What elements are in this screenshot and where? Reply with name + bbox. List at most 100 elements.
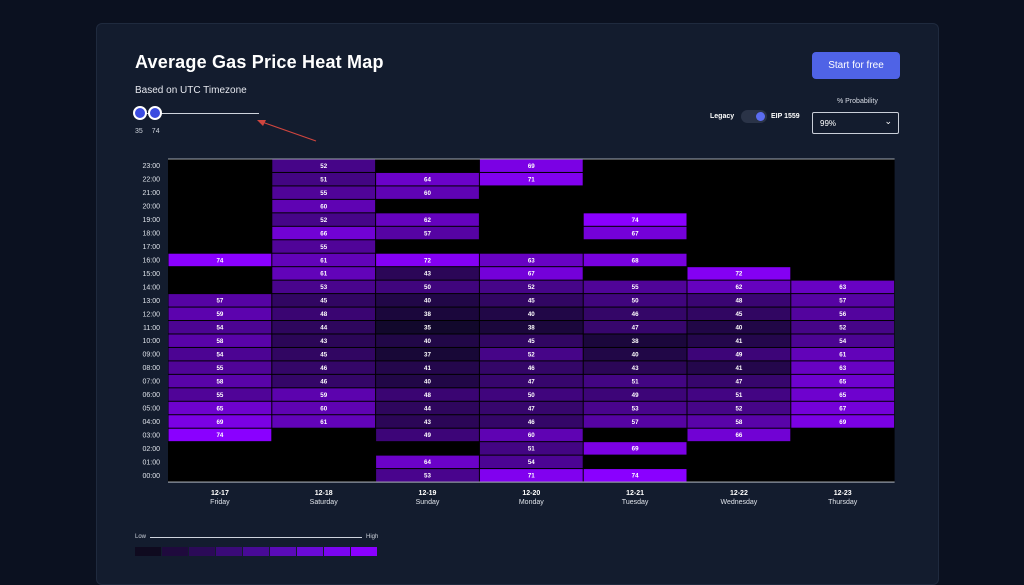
heatmap-cell[interactable] <box>479 361 583 374</box>
heatmap-cell[interactable] <box>168 294 272 307</box>
heatmap-cell[interactable] <box>168 307 272 321</box>
heatmap-cell[interactable] <box>376 280 479 294</box>
heatmap-cell[interactable] <box>479 469 583 482</box>
heatmap-cell[interactable] <box>376 455 479 469</box>
heatmap-cell[interactable] <box>479 159 583 172</box>
heatmap-cell[interactable] <box>272 213 376 226</box>
heatmap-cell[interactable] <box>583 469 687 482</box>
heatmap-cell[interactable] <box>376 334 479 347</box>
heatmap-cell[interactable] <box>272 361 376 374</box>
heatmap-cell[interactable] <box>168 334 272 347</box>
heatmap-cell[interactable] <box>272 347 376 361</box>
heatmap-cell[interactable] <box>479 401 583 415</box>
heatmap-cell[interactable] <box>272 374 376 388</box>
probability-select[interactable]: 99% ⌄ <box>812 112 899 134</box>
heatmap-cell[interactable] <box>168 388 272 401</box>
heatmap-cell[interactable] <box>583 253 687 267</box>
heatmap-cell[interactable] <box>272 321 376 334</box>
heatmap-cell[interactable] <box>687 361 791 374</box>
heatmap-cell[interactable] <box>583 226 687 240</box>
heatmap-cell[interactable] <box>791 415 895 428</box>
heatmap-cell[interactable] <box>376 172 479 186</box>
heatmap-cell[interactable] <box>168 253 272 267</box>
heatmap-cell[interactable] <box>583 388 687 401</box>
heatmap-cell[interactable] <box>272 172 376 186</box>
heatmap-cell[interactable] <box>376 294 479 307</box>
heatmap-cell[interactable] <box>583 361 687 374</box>
heatmap-cell[interactable] <box>687 401 791 415</box>
heatmap-cell[interactable] <box>687 280 791 294</box>
heatmap-cell[interactable] <box>479 321 583 334</box>
heatmap-cell[interactable] <box>791 388 895 401</box>
heatmap-cell[interactable] <box>479 442 583 455</box>
heatmap-cell[interactable] <box>376 428 479 442</box>
heatmap-cell[interactable] <box>272 415 376 428</box>
heatmap-cell[interactable] <box>583 334 687 347</box>
heatmap-cell[interactable] <box>376 226 479 240</box>
heatmap-cell[interactable] <box>479 415 583 428</box>
heatmap-cell[interactable] <box>687 294 791 307</box>
heatmap-cell[interactable] <box>583 294 687 307</box>
heatmap-cell[interactable] <box>479 294 583 307</box>
heatmap-cell[interactable] <box>376 388 479 401</box>
heatmap-cell[interactable] <box>479 172 583 186</box>
heatmap-cell[interactable] <box>583 415 687 428</box>
heatmap-cell[interactable] <box>791 374 895 388</box>
heatmap-cell[interactable] <box>272 388 376 401</box>
heatmap-cell[interactable] <box>479 253 583 267</box>
slider-max-handle[interactable] <box>148 106 162 120</box>
heatmap-cell[interactable] <box>791 401 895 415</box>
heatmap-cell[interactable] <box>583 307 687 321</box>
heatmap-cell[interactable] <box>687 415 791 428</box>
heatmap-cell[interactable] <box>687 388 791 401</box>
heatmap-cell[interactable] <box>376 253 479 267</box>
heatmap-cell[interactable] <box>272 401 376 415</box>
heatmap-cell[interactable] <box>687 307 791 321</box>
heatmap-cell[interactable] <box>168 321 272 334</box>
heatmap-cell[interactable] <box>479 280 583 294</box>
heatmap-cell[interactable] <box>168 428 272 442</box>
heatmap-cell[interactable] <box>583 213 687 226</box>
heatmap-cell[interactable] <box>583 280 687 294</box>
heatmap-cell[interactable] <box>376 401 479 415</box>
legacy-eip-toggle[interactable] <box>741 110 767 123</box>
heatmap-cell[interactable] <box>479 267 583 280</box>
heatmap-cell[interactable] <box>376 361 479 374</box>
heatmap-cell[interactable] <box>479 455 583 469</box>
heatmap-cell[interactable] <box>376 186 479 199</box>
range-slider[interactable] <box>133 106 263 122</box>
heatmap-cell[interactable] <box>168 401 272 415</box>
heatmap-cell[interactable] <box>272 253 376 267</box>
heatmap-cell[interactable] <box>376 307 479 321</box>
heatmap-cell[interactable] <box>272 240 376 253</box>
heatmap-cell[interactable] <box>272 186 376 199</box>
heatmap-cell[interactable] <box>791 307 895 321</box>
heatmap-cell[interactable] <box>479 388 583 401</box>
heatmap-cell[interactable] <box>583 442 687 455</box>
heatmap-cell[interactable] <box>479 428 583 442</box>
heatmap-cell[interactable] <box>791 347 895 361</box>
heatmap-cell[interactable] <box>791 280 895 294</box>
heatmap-cell[interactable] <box>479 334 583 347</box>
slider-min-handle[interactable] <box>133 106 147 120</box>
heatmap-cell[interactable] <box>376 469 479 482</box>
heatmap-cell[interactable] <box>479 307 583 321</box>
heatmap-cell[interactable] <box>791 321 895 334</box>
heatmap-cell[interactable] <box>479 374 583 388</box>
heatmap-cell[interactable] <box>791 334 895 347</box>
heatmap-cell[interactable] <box>376 267 479 280</box>
start-for-free-button[interactable]: Start for free <box>812 52 900 79</box>
heatmap-cell[interactable] <box>583 374 687 388</box>
heatmap-cell[interactable] <box>376 321 479 334</box>
heatmap-cell[interactable] <box>479 347 583 361</box>
heatmap-cell[interactable] <box>583 321 687 334</box>
heatmap-cell[interactable] <box>376 213 479 226</box>
heatmap-cell[interactable] <box>272 294 376 307</box>
heatmap-cell[interactable] <box>583 347 687 361</box>
heatmap-cell[interactable] <box>376 347 479 361</box>
heatmap-cell[interactable] <box>168 415 272 428</box>
heatmap-cell[interactable] <box>687 374 791 388</box>
heatmap-cell[interactable] <box>272 159 376 172</box>
heatmap-cell[interactable] <box>272 267 376 280</box>
heatmap-cell[interactable] <box>687 334 791 347</box>
